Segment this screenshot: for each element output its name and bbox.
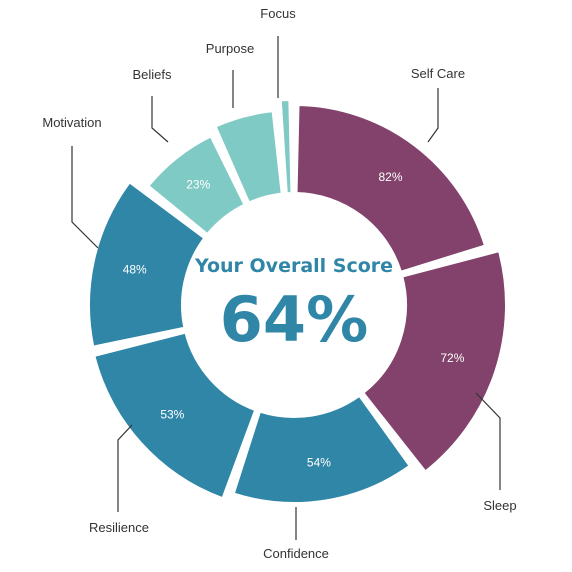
- segment-labels: Self Care Sleep Confidence Resilience Motiva…: [42, 6, 516, 561]
- segment-self-care: [295, 104, 486, 273]
- segment-confidence: [232, 394, 411, 504]
- segment-value-labels: 82% 72% 54% 53% 48% 23%: [123, 170, 465, 469]
- segment-beliefs: [147, 135, 246, 236]
- value-label-self-care: 82%: [379, 170, 403, 184]
- category-label-motivation: Motivation: [42, 115, 101, 130]
- leader-line-self-care: [427, 88, 439, 143]
- donut-segments: [88, 99, 507, 504]
- category-label-purpose: Purpose: [206, 41, 254, 56]
- overall-score-value: 64%: [220, 283, 368, 356]
- category-label-sleep: Sleep: [483, 498, 516, 513]
- value-label-motivation: 48%: [123, 263, 147, 277]
- category-label-focus: Focus: [260, 6, 296, 21]
- value-label-sleep: 72%: [440, 351, 464, 365]
- segment-resilience: [93, 331, 257, 500]
- category-label-confidence: Confidence: [263, 546, 329, 561]
- leader-line-motivation: [71, 146, 99, 249]
- leader-line-resilience: [117, 424, 133, 512]
- segment-purpose: [214, 110, 283, 204]
- category-label-self-care: Self Care: [411, 66, 465, 81]
- center-title: Your Overall Score: [194, 255, 393, 277]
- value-label-confidence: 54%: [307, 455, 331, 469]
- leader-line-beliefs: [151, 96, 169, 143]
- segment-sleep: [362, 250, 507, 473]
- segment-motivation: [88, 181, 206, 348]
- leader-lines: [71, 36, 501, 540]
- value-label-beliefs: 23%: [186, 178, 210, 192]
- segment-focus: [279, 99, 293, 195]
- value-label-resilience: 53%: [160, 408, 184, 422]
- category-label-beliefs: Beliefs: [132, 67, 172, 82]
- leader-line-sleep: [475, 392, 501, 490]
- category-label-resilience: Resilience: [89, 520, 149, 535]
